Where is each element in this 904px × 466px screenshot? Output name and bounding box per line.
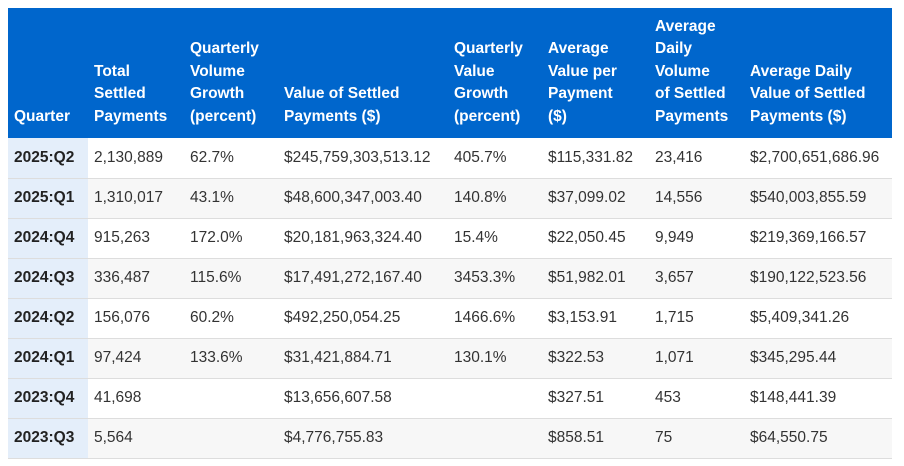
- cell-quarterly-volume-growth: [184, 418, 278, 458]
- header-quarterly-volume-growth-label: Quarterly Volume Growth (percent): [190, 40, 259, 125]
- header-quarterly-value-growth-label: Quarterly Value Growth (percent): [454, 40, 523, 125]
- header-average-daily-value-label: Average Daily Value of Settled Payments …: [750, 62, 866, 125]
- header-average-daily-volume: Average Daily Volume of Settled Payments: [649, 8, 744, 138]
- cell-average-daily-volume: 9,949: [655, 229, 694, 246]
- cell-quarter: 2024:Q3: [8, 258, 88, 298]
- cell-average-daily-volume: 1,071: [649, 338, 744, 378]
- header-value-of-settled-payments: Value of Settled Payments ($): [278, 8, 448, 138]
- cell-total-settled-payments: 336,487: [88, 258, 184, 298]
- cell-average-value-per-payment: $322.53: [542, 338, 649, 378]
- cell-quarterly-value-growth: 140.8%: [448, 178, 542, 218]
- header-quarter-label: Quarter: [14, 107, 70, 125]
- cell-quarterly-value-growth: 1466.6%: [454, 309, 516, 326]
- header-total-settled-payments: Total Settled Payments: [88, 8, 184, 138]
- cell-quarter: 2025:Q2: [8, 138, 88, 178]
- table-row: 2025:Q1 1,310,017 43.1% $48,600,347,003.40 1…: [8, 178, 892, 218]
- cell-quarterly-value-growth: 405.7%: [454, 148, 507, 166]
- cell-average-daily-value: $345,295.44: [744, 338, 892, 378]
- table-body: 2025:Q2 2,130,889 62.7% $245,759,303,513.12…: [8, 138, 892, 458]
- cell-quarter: 2024:Q4: [8, 218, 88, 258]
- cell-average-daily-value: $148,441.39: [750, 389, 837, 406]
- cell-value-of-settled-payments: $20,181,963,324.40: [284, 229, 422, 246]
- cell-quarterly-volume-growth: 172.0%: [190, 229, 243, 246]
- cell-average-value-per-payment: $22,050.45: [548, 229, 626, 246]
- cell-average-value-per-payment: $3,153.91: [548, 309, 617, 326]
- table-row: 2024:Q1 97,424 133.6% $31,421,884.71 130.1% $…: [8, 338, 892, 378]
- cell-average-value-per-payment: $51,982.01: [542, 258, 649, 298]
- cell-value-of-settled-payments: $31,421,884.71: [278, 338, 448, 378]
- cell-total-settled-payments: 2,130,889: [94, 148, 163, 166]
- cell-total-settled-payments: 97,424: [88, 338, 184, 378]
- cell-average-daily-value: $64,550.75: [744, 418, 892, 458]
- table-row: 2023:Q4 41,698 $13,656,607.58 $327.51 453 $14…: [8, 378, 892, 418]
- cell-value-of-settled-payments: $13,656,607.58: [284, 389, 392, 406]
- cell-quarterly-value-growth: [448, 418, 542, 458]
- header-average-value-per-payment-label: Average Value per Payment ($): [548, 40, 617, 125]
- cell-average-daily-volume: 75: [649, 418, 744, 458]
- cell-quarterly-value-growth: [448, 378, 542, 418]
- cell-quarterly-volume-growth: 115.6%: [184, 258, 278, 298]
- table-row: 2024:Q3 336,487 115.6% $17,491,272,167.40 34…: [8, 258, 892, 298]
- header-average-value-per-payment: Average Value per Payment ($): [542, 8, 649, 138]
- table-header: Quarter Total Settled Payments Quarterly V…: [8, 8, 892, 138]
- cell-total-settled-payments: 41,698: [94, 389, 142, 406]
- cell-value-of-settled-payments: $4,776,755.83: [278, 418, 448, 458]
- cell-average-daily-value: $190,122,523.56: [744, 258, 892, 298]
- cell-value-of-settled-payments: $17,491,272,167.40: [278, 258, 448, 298]
- cell-value-of-settled-payments: $48,600,347,003.40: [278, 178, 448, 218]
- cell-average-daily-volume: 453: [655, 389, 681, 406]
- cell-average-daily-value: $2,700,651,686.96: [750, 148, 880, 166]
- header-total-settled-payments-label: Total Settled Payments: [94, 62, 168, 125]
- cell-average-daily-volume: 23,416: [655, 148, 703, 166]
- header-row: Quarter Total Settled Payments Quarterly V…: [8, 8, 892, 138]
- cell-average-daily-value: $5,409,341.26: [750, 309, 850, 326]
- cell-average-daily-volume: 14,556: [649, 178, 744, 218]
- cell-total-settled-payments: 1,310,017: [88, 178, 184, 218]
- cell-average-value-per-payment: $115,331.82: [548, 148, 634, 166]
- header-value-of-settled-payments-label: Value of Settled Payments ($): [284, 85, 400, 125]
- settled-payments-table: Quarter Total Settled Payments Quarterly V…: [8, 8, 892, 459]
- header-quarterly-value-growth: Quarterly Value Growth (percent): [448, 8, 542, 138]
- cell-average-value-per-payment: $858.51: [542, 418, 649, 458]
- cell-quarter: 2023:Q4: [8, 378, 88, 418]
- cell-quarterly-volume-growth: [184, 378, 278, 418]
- cell-total-settled-payments: 5,564: [88, 418, 184, 458]
- cell-quarter: 2025:Q1: [8, 178, 88, 218]
- table-row: 2024:Q4 915,263 172.0% $20,181,963,324.40 15…: [8, 218, 892, 258]
- header-average-daily-volume-label: Average Daily Volume of Settled Payments: [655, 17, 729, 125]
- cell-average-daily-value: $219,369,166.57: [750, 229, 867, 246]
- header-quarterly-volume-growth: Quarterly Volume Growth (percent): [184, 8, 278, 138]
- cell-average-value-per-payment: $327.51: [548, 389, 605, 406]
- cell-quarterly-value-growth: 130.1%: [448, 338, 542, 378]
- cell-average-daily-volume: 1,715: [655, 309, 694, 326]
- table-row: 2023:Q3 5,564 $4,776,755.83 $858.51 75 $64,55…: [8, 418, 892, 458]
- header-quarter: Quarter: [8, 8, 88, 138]
- cell-value-of-settled-payments: $492,250,054.25: [284, 309, 401, 326]
- table-row: 2024:Q2 156,076 60.2% $492,250,054.25 1466.6…: [8, 298, 892, 338]
- cell-quarterly-volume-growth: 43.1%: [184, 178, 278, 218]
- cell-quarter: 2023:Q3: [8, 418, 88, 458]
- cell-quarter: 2024:Q2: [8, 298, 88, 338]
- cell-quarterly-value-growth: 3453.3%: [448, 258, 542, 298]
- header-average-daily-value: Average Daily Value of Settled Payments …: [744, 8, 892, 138]
- cell-quarterly-volume-growth: 133.6%: [184, 338, 278, 378]
- cell-average-daily-value: $540,003,855.59: [744, 178, 892, 218]
- cell-value-of-settled-payments: $245,759,303,513.12: [284, 148, 431, 166]
- cell-total-settled-payments: 156,076: [94, 309, 151, 326]
- cell-quarter: 2024:Q1: [8, 338, 88, 378]
- cell-total-settled-payments: 915,263: [94, 229, 151, 246]
- table-row: 2025:Q2 2,130,889 62.7% $245,759,303,513.12…: [8, 138, 892, 178]
- cell-quarterly-volume-growth: 62.7%: [190, 148, 234, 166]
- cell-average-value-per-payment: $37,099.02: [542, 178, 649, 218]
- cell-average-daily-volume: 3,657: [649, 258, 744, 298]
- cell-quarterly-volume-growth: 60.2%: [190, 309, 234, 326]
- cell-quarterly-value-growth: 15.4%: [454, 229, 498, 246]
